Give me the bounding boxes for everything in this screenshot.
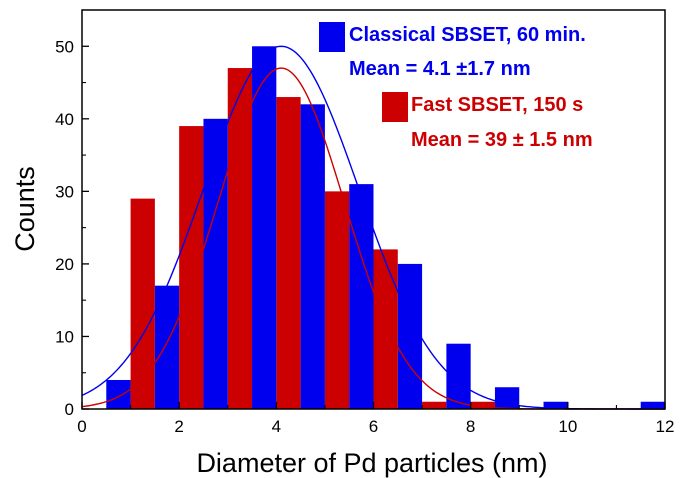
classical-sbset-bar: [154, 285, 180, 409]
legend: Classical SBSET, 60 min. Mean = 4.1 ±1.7…: [319, 22, 593, 151]
classical-sbset-bar: [640, 401, 665, 409]
y-tick-label: 30: [55, 182, 74, 201]
x-tick-label: 4: [272, 417, 281, 436]
legend-label-fast: Fast SBSET, 150 s: [411, 94, 583, 116]
y-axis-title: Counts: [10, 166, 40, 252]
y-tick-label: 40: [55, 110, 74, 129]
legend-note-fast: Mean = 39 ± 1.5 nm: [411, 129, 593, 151]
fast-sbset-bar: [324, 191, 350, 409]
x-tick-label: 2: [174, 417, 183, 436]
classical-sbset-bar: [543, 401, 568, 409]
fast-sbset-bar: [470, 401, 495, 409]
fast-sbset-bar: [276, 97, 301, 410]
x-tick-label: 12: [656, 417, 675, 436]
x-axis-title: Diameter of Pd particles (nm): [196, 448, 547, 478]
fast-sbset-bar: [422, 401, 447, 409]
x-tick-label: 8: [466, 417, 475, 436]
y-tick-label: 0: [65, 400, 74, 419]
classical-sbset-bar: [106, 379, 131, 409]
legend-note-classical: Mean = 4.1 ±1.7 nm: [349, 58, 531, 80]
classical-sbset-bar: [494, 387, 520, 409]
classical-sbset-bar: [397, 263, 423, 409]
y-tick-label: 50: [55, 37, 74, 56]
fast-sbset-bar: [130, 198, 155, 409]
axis-ticks: 0 2 4 6 8 10 12 0 10 20 30 40 50: [55, 37, 674, 436]
classical-sbset-bars: [106, 46, 665, 410]
y-tick-label: 10: [55, 327, 74, 346]
fast-sbset-bars: [130, 68, 495, 410]
classical-sbset-bar: [446, 343, 471, 409]
x-tick-label: 0: [77, 417, 86, 436]
fast-sbset-bar: [227, 68, 253, 409]
x-tick-label: 10: [558, 417, 577, 436]
legend-swatch-classical: [319, 22, 345, 52]
x-tick-label: 6: [369, 417, 378, 436]
y-tick-label: 20: [55, 255, 74, 274]
classical-sbset-bar: [300, 104, 325, 410]
classical-sbset-bar: [203, 118, 228, 410]
fast-sbset-bar: [373, 249, 398, 409]
classical-sbset-bar: [349, 184, 374, 409]
legend-swatch-fast: [382, 92, 408, 122]
classical-sbset-bar: [252, 46, 277, 409]
fast-sbset-bar: [179, 126, 204, 409]
legend-label-classical: Classical SBSET, 60 min.: [349, 24, 586, 46]
